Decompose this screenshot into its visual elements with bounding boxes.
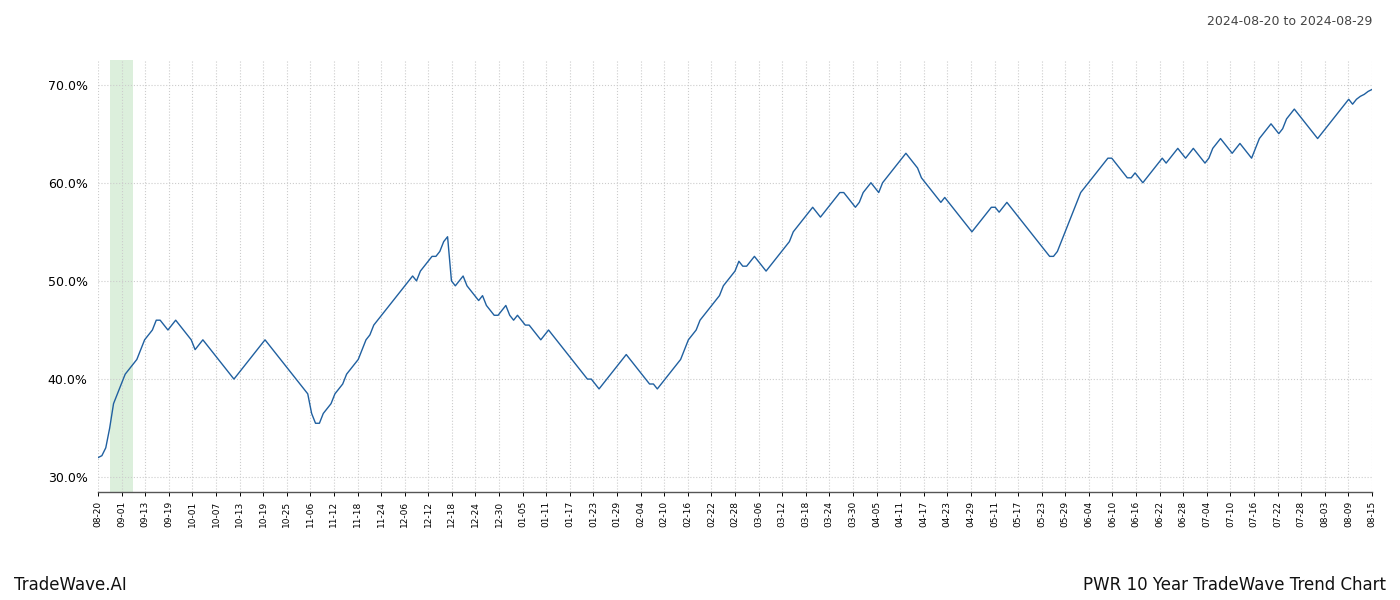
Text: TradeWave.AI: TradeWave.AI xyxy=(14,576,127,594)
Text: PWR 10 Year TradeWave Trend Chart: PWR 10 Year TradeWave Trend Chart xyxy=(1084,576,1386,594)
Text: 2024-08-20 to 2024-08-29: 2024-08-20 to 2024-08-29 xyxy=(1207,15,1372,28)
Bar xyxy=(109,60,133,492)
